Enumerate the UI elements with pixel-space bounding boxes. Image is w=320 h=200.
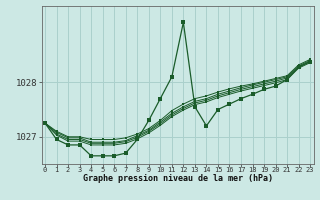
X-axis label: Graphe pression niveau de la mer (hPa): Graphe pression niveau de la mer (hPa) xyxy=(83,174,273,183)
